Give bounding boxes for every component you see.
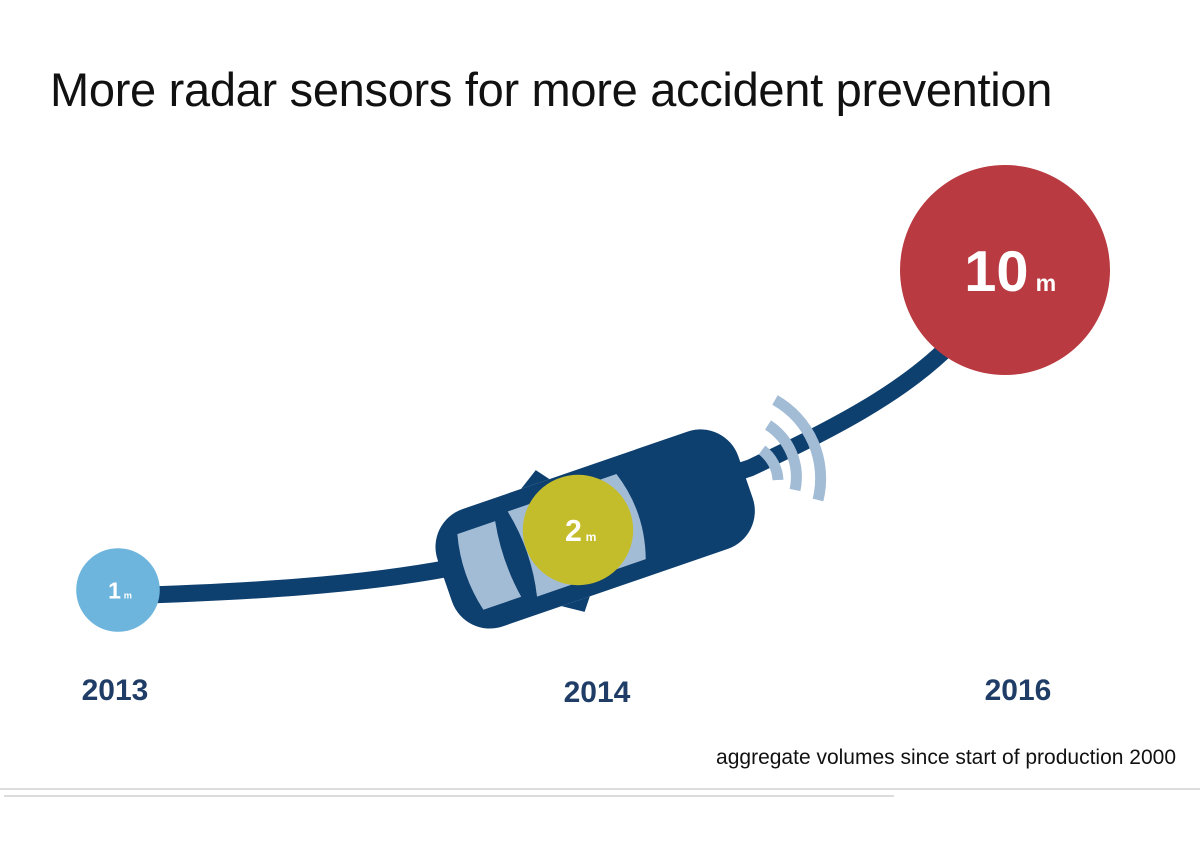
bubble-2016 bbox=[900, 165, 1110, 375]
bubble-value-label: 1 bbox=[108, 577, 121, 603]
radar-waves-icon bbox=[758, 395, 827, 502]
year-label-2013: 2013 bbox=[82, 674, 149, 707]
chart-footnote: aggregate volumes since start of product… bbox=[716, 746, 1176, 769]
year-label-2016: 2016 bbox=[985, 674, 1052, 707]
bubble-unit-label: m bbox=[586, 530, 597, 544]
bubble-unit-label: m bbox=[124, 590, 132, 600]
chart-title: More radar sensors for more accident pre… bbox=[50, 63, 1053, 116]
bubble-2014 bbox=[522, 474, 634, 586]
bubble-unit-label: m bbox=[1036, 270, 1057, 296]
year-label-2014: 2014 bbox=[564, 676, 631, 709]
bubble-value-label: 2 bbox=[565, 515, 582, 548]
bubble-2013 bbox=[76, 548, 160, 632]
divider-line bbox=[4, 795, 894, 797]
divider-line bbox=[0, 788, 1200, 790]
bubble-value-label: 10 bbox=[964, 240, 1028, 304]
